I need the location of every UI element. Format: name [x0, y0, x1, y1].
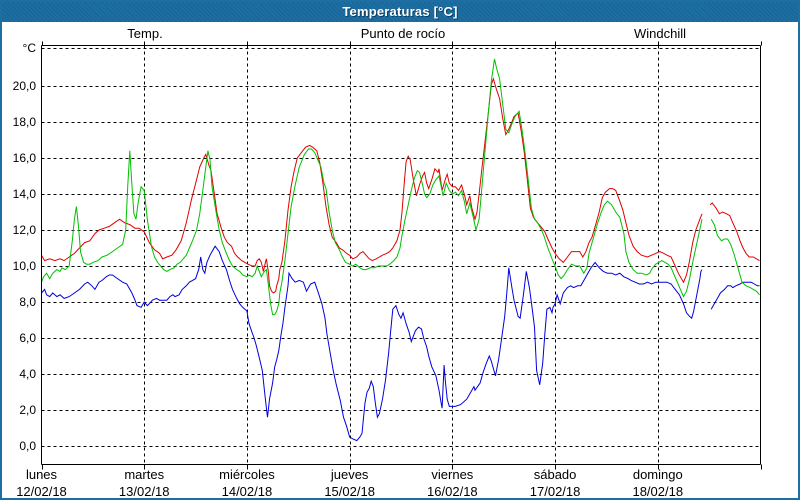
- legend-windchill-label: Windchill: [634, 26, 686, 41]
- window-title: Temperaturas [°C]: [342, 4, 458, 19]
- y-tick-label: 0,0: [19, 439, 36, 453]
- y-tick-label: 4,0: [19, 367, 36, 381]
- axis-layer: 0,0 2,0 4,0 6,0 8,0 10,0 12,0 14,0 16,0 18,0 20,0 l…: [13, 41, 762, 499]
- x-date-label: 14/02/18: [222, 484, 273, 499]
- y-tick-label: 16,0: [13, 151, 37, 165]
- series-dewpoint-line: [41, 245, 760, 442]
- x-day-label: domingo: [633, 467, 683, 482]
- series-windchill-line: [41, 58, 760, 316]
- y-tick-label: 8,0: [19, 295, 36, 309]
- x-date-label: 17/02/18: [530, 484, 581, 499]
- x-day-label: sábado: [534, 467, 577, 482]
- y-tick-label: 6,0: [19, 331, 36, 345]
- x-date-label: 15/02/18: [324, 484, 375, 499]
- grid-layer: [41, 45, 761, 465]
- x-day-label: lunes: [26, 467, 58, 482]
- y-tick-label: 12,0: [13, 223, 37, 237]
- y-tick-label: 2,0: [19, 403, 36, 417]
- series-layer: [41, 58, 760, 442]
- y-tick-label: 20,0: [13, 79, 37, 93]
- x-date-label: 13/02/18: [119, 484, 170, 499]
- legend-temp-label: Temp.: [127, 26, 162, 41]
- x-day-label: jueves: [330, 467, 369, 482]
- x-day-label: martes: [124, 467, 164, 482]
- x-date-label: 12/02/18: [16, 484, 67, 499]
- y-tick-label: 10,0: [13, 259, 37, 273]
- y-tick-label: 14,0: [13, 187, 37, 201]
- window-titlebar[interactable]: Temperaturas [°C]: [2, 2, 798, 22]
- x-day-label: viernes: [431, 467, 473, 482]
- series-temp-line: [41, 77, 760, 294]
- legend-dewpoint-label: Punto de rocío: [361, 26, 446, 41]
- x-date-label: 16/02/18: [427, 484, 478, 499]
- x-day-label: miércoles: [219, 467, 275, 482]
- y-tick-label: 18,0: [13, 115, 37, 129]
- x-date-label: 18/02/18: [632, 484, 683, 499]
- y-axis-unit-label: °C: [23, 41, 37, 55]
